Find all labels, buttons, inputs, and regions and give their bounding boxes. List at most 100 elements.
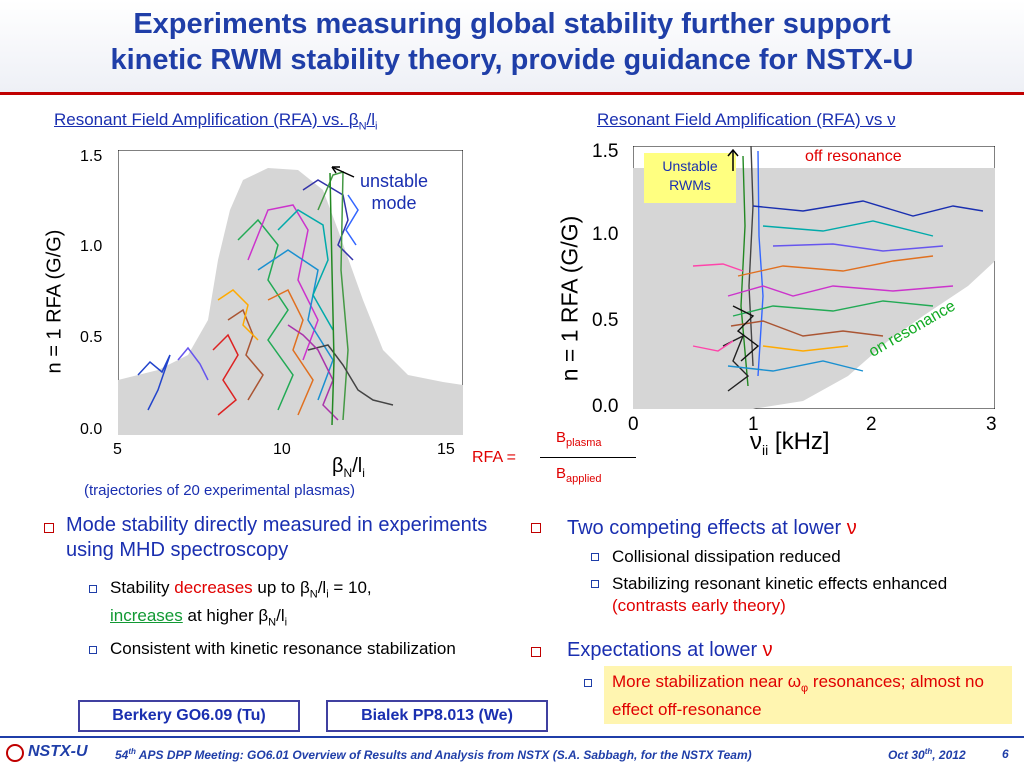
sub1-sub-n: N (309, 588, 318, 601)
footer-meeting-num: 54 (115, 748, 129, 762)
left-rfa-chart (118, 150, 463, 435)
off-resonance-label: off resonance (805, 148, 902, 165)
left-heading-slash-l: /l (366, 110, 376, 129)
footer-meeting: 54th APS DPP Meeting: GO6.01 Overview of… (115, 747, 752, 762)
right-bullet-sub2: Stabilizing resonant kinetic effects enh… (612, 573, 982, 617)
left-chart-caption: (trajectories of 20 experimental plasmas… (84, 482, 355, 499)
left-heading-sub-n: N (358, 120, 367, 133)
sub1-pre: Stability (110, 578, 175, 597)
left-bullet-sub1: Stability decreases up to βN/li = 10, in… (110, 577, 490, 634)
left-xtick-10: 10 (273, 441, 291, 458)
bullet-marker (531, 523, 541, 533)
page-number: 6 (1002, 747, 1009, 761)
left-ytick-1.5: 1.5 (80, 148, 103, 165)
nstx-logo-text: NSTX-U (28, 743, 88, 760)
title-line-1: Experiments measuring global stability f… (133, 8, 891, 40)
right-xlabel-nu: ν (750, 428, 762, 455)
left-panel-heading: Resonant Field Amplification (RFA) vs. β… (54, 110, 377, 132)
rfa-formula-numerator: Bplasma (556, 429, 601, 449)
right-bullet-sub1: Collisional dissipation reduced (612, 547, 841, 566)
left-heading-beta: β (348, 110, 359, 129)
bullet-marker (584, 679, 592, 687)
slide-title: Experiments measuring global stability f… (10, 6, 1014, 78)
sub1-slash-l-2: /l (276, 606, 285, 626)
unstable-rwms-box: Unstable RWMs (644, 153, 736, 203)
footer-meeting-text: APS DPP Meeting: GO6.01 Overview of Resu… (135, 748, 752, 762)
right-xlabel-sub: ii (762, 441, 769, 458)
highlight-pre: More stabilization near (612, 672, 788, 691)
highlight-omega: ω (787, 672, 802, 691)
sub1-increases: increases (110, 606, 183, 626)
sub1-beta-2: β (258, 606, 269, 626)
unstable-rwms-line2: RWMs (669, 177, 711, 193)
sub1-beta: β (299, 578, 310, 597)
sub1-mid: up to (252, 578, 300, 597)
left-xlabel-sub-i: i (362, 466, 365, 480)
rfa-fraction-bar (540, 457, 636, 458)
sub1-decreases: decreases (174, 578, 253, 597)
right-xtick-1: 1 (748, 414, 759, 435)
left-xtick-5: 5 (113, 441, 122, 458)
right-xtick-2: 2 (866, 414, 877, 435)
left-stability-region (118, 168, 463, 435)
sub1-sub-i: i (326, 588, 329, 601)
right-ytick-1.0: 1.0 (592, 224, 619, 245)
right-x-axis-label: νii [kHz] (750, 428, 830, 458)
sub1-sub-i-2: i (284, 616, 288, 629)
rfa-num-b: B (556, 429, 567, 446)
bullet-marker (44, 523, 54, 533)
right-xtick-0: 0 (628, 414, 639, 435)
left-heading-sub-i: i (375, 120, 378, 133)
right-sub2-red: (contrasts early theory) (612, 596, 786, 615)
unstable-mode-annotation: unstable mode (344, 170, 444, 214)
left-xlabel-sub-n: N (343, 466, 353, 480)
left-x-axis-label: βN/li (332, 455, 365, 480)
left-ytick-0.0: 0.0 (80, 421, 103, 438)
right-ytick-0.0: 0.0 (592, 396, 619, 417)
left-ytick-0.5: 0.5 (80, 329, 103, 346)
right-bullet-main1: Two competing effects at lower ν (567, 516, 1007, 541)
bullet-marker (89, 585, 97, 593)
right-ytick-1.5: 1.5 (592, 141, 619, 162)
right-main2-text: Expectations at lower (567, 639, 763, 661)
sub1-slash-l: /l (317, 578, 327, 597)
ref-berkery-link[interactable]: Berkery GO6.09 (Tu) (78, 700, 300, 732)
right-heading-text: Resonant Field Amplification (RFA) vs (597, 110, 888, 129)
sub1-post: at higher (182, 606, 259, 626)
nstx-logo-icon (6, 744, 24, 762)
sub1-val: = 10, (328, 578, 372, 597)
right-panel-heading: Resonant Field Amplification (RFA) vs ν (597, 110, 896, 130)
right-main1-text: Two competing effects at lower (567, 517, 847, 539)
highlight-phi: φ (801, 682, 809, 695)
unstable-rwms-line1: Unstable (662, 158, 718, 174)
unstable-mode-line2: mode (371, 193, 417, 213)
rfa-num-sub: plasma (566, 437, 602, 449)
sub1-sub-n-2: N (268, 616, 277, 629)
right-xtick-3: 3 (986, 414, 997, 435)
left-xlabel-slash-l: /l (352, 455, 363, 477)
title-bar: Experiments measuring global stability f… (0, 0, 1024, 95)
right-xlabel-unit: [kHz] (768, 428, 830, 455)
bullet-marker (591, 553, 599, 561)
left-heading-text: Resonant Field Amplification (RFA) vs. (54, 110, 349, 129)
highlight-post: resonances; almost no effect off-resonan… (612, 672, 984, 720)
right-main1-nu: ν (846, 517, 857, 539)
unstable-mode-arrowhead (331, 166, 340, 174)
left-ytick-1.0: 1.0 (80, 238, 103, 255)
ref-bialek-link[interactable]: Bialek PP8.013 (We) (326, 700, 548, 732)
right-bullet-main2: Expectations at lower ν (567, 638, 1007, 663)
rfa-den-b: B (556, 465, 567, 482)
footer-date-post: , 2012 (932, 748, 966, 762)
footer-meeting-sup: th (128, 747, 136, 756)
right-main2-nu: ν (762, 639, 773, 661)
right-sub2-pre: Stabilizing resonant kinetic effects enh… (612, 574, 948, 593)
footer-date: Oct 30th, 2012 (888, 747, 966, 762)
left-y-axis-label: n = 1 RFA (G/G) (43, 229, 66, 374)
rfa-formula-denominator: Bapplied (556, 465, 602, 485)
unstable-mode-line1: unstable (359, 171, 429, 191)
left-xlabel-beta: β (332, 455, 344, 477)
right-y-axis-label: n = 1 RFA (G/G) (556, 215, 583, 382)
unstable-rwms-arrow (727, 148, 739, 171)
left-bullet-sub2: Consistent with kinetic resonance stabil… (110, 639, 456, 658)
right-trajectories (692, 146, 984, 392)
